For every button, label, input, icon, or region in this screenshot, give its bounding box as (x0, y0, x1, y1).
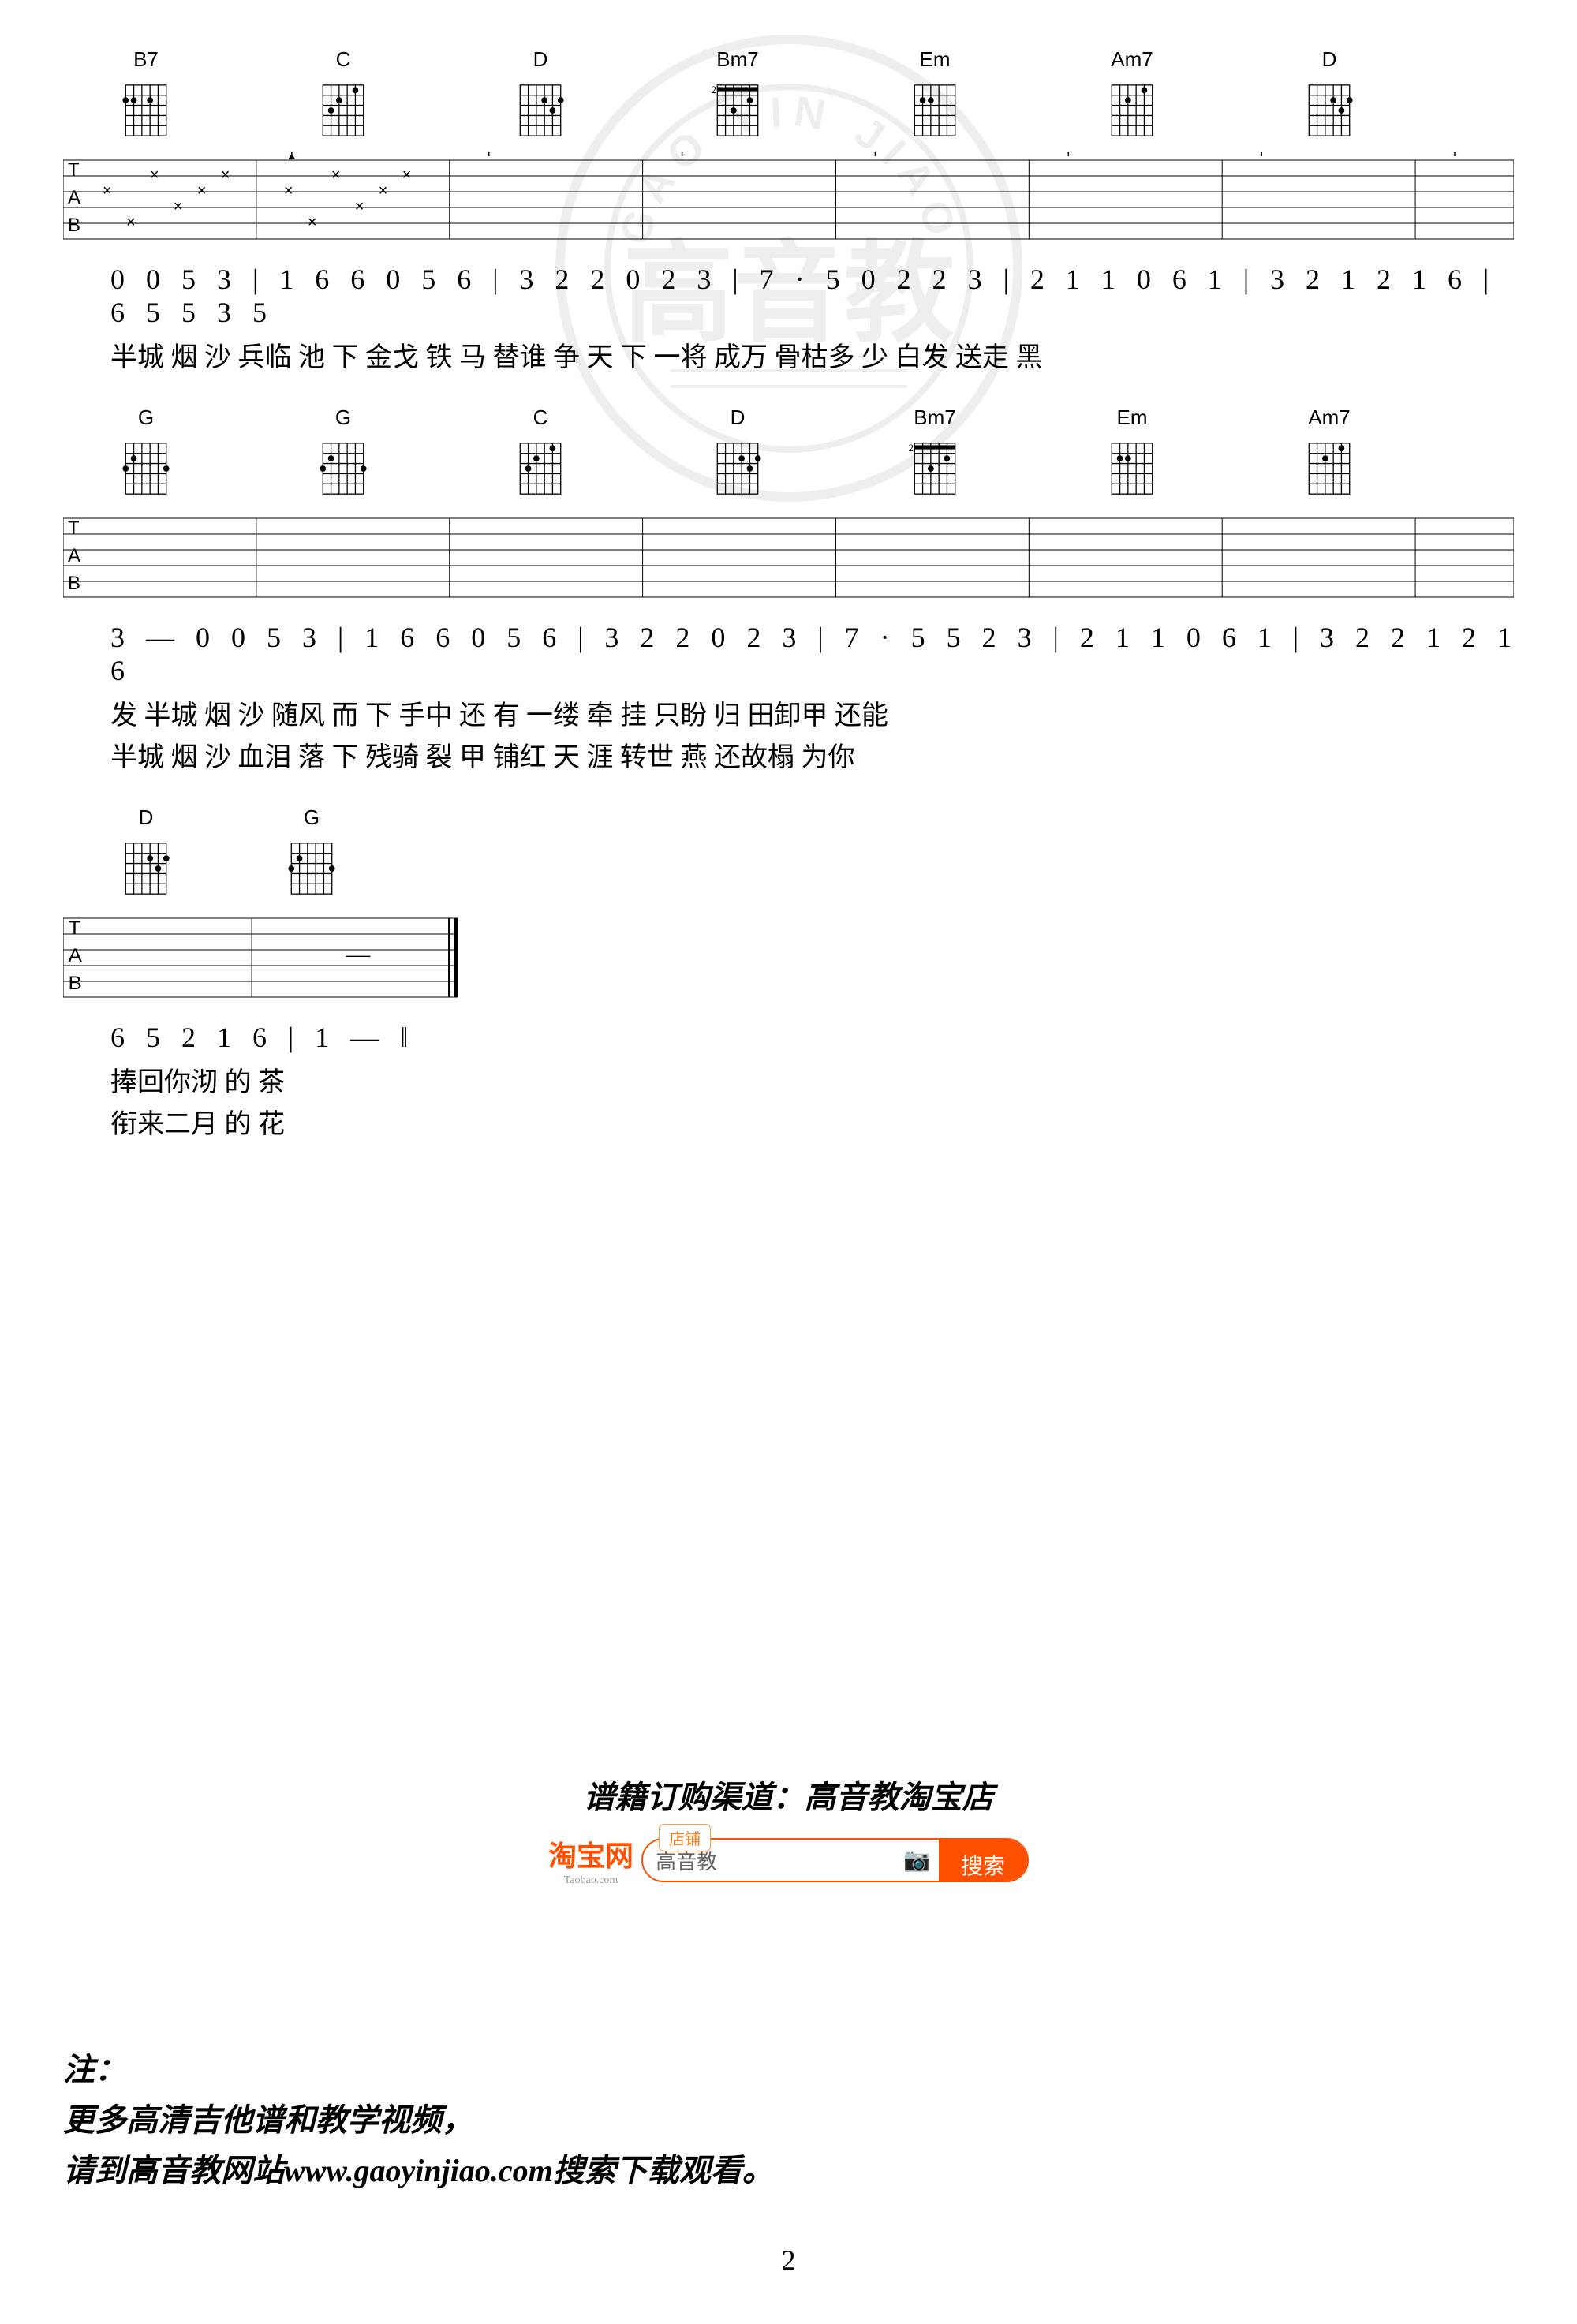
chord-row: B7 C D Bm7 2 Em Am7 D (63, 47, 1514, 146)
chord-name: G (138, 405, 154, 430)
taobao-logo: 淘宝网 Taobao.com (548, 1833, 633, 1887)
chord-diagram (110, 433, 181, 504)
svg-text:T: T (68, 517, 80, 539)
chord-diagram (1097, 75, 1168, 146)
tab-staff: T A B (63, 510, 1514, 605)
chord-name: Em (1117, 405, 1148, 430)
svg-text:2: 2 (909, 443, 914, 454)
svg-text:×: × (126, 214, 136, 231)
note-label: 注： (63, 2045, 1514, 2095)
footer-line-2: 请到高音教网站www.gaoyinjiao.com搜索下载观看。 (63, 2146, 1514, 2196)
svg-text:T: T (69, 917, 81, 939)
chord-name: Am7 (1308, 405, 1350, 430)
svg-text:—: — (346, 943, 371, 967)
shop-tag: 店铺 (659, 1824, 711, 1851)
music-system-2: G G C D Bm7 2 Em Am7 (63, 405, 1514, 774)
chord-diagram (505, 75, 576, 146)
chord-diagram (1294, 75, 1365, 146)
chord-diagram: 2 (899, 433, 970, 504)
lyrics-row: 发 半城 烟 沙 随风 而 下 手中 还 有 一缕 牵 挂 只盼 归 田卸甲 还… (63, 693, 1514, 732)
chord-name: G (304, 805, 320, 830)
lyrics-text: 半城 烟 沙 兵临 池 下 金戈 铁 马 替谁 争 天 下 一将 成万 骨枯多 … (110, 335, 1043, 374)
chord-name: Em (920, 47, 951, 72)
chord-diagram (1097, 433, 1168, 504)
jianpu-notation: 0 0 5 3 | 1 6 6 0 5 6 | 3 2 2 0 2 3 | 7 … (63, 263, 1514, 329)
tab-staff: T A B — (63, 910, 458, 1005)
chord-diagram (505, 433, 576, 504)
jianpu-text: 0 0 5 3 | 1 6 6 0 5 6 | 3 2 2 0 2 3 | 7 … (110, 263, 1514, 329)
svg-text:×: × (221, 166, 230, 184)
search-button[interactable]: 搜索 (939, 1840, 1027, 1881)
music-system-1: B7 C D Bm7 2 Em Am7 D (63, 47, 1514, 374)
lyrics-text: 捧回你沏 的 茶 (110, 1060, 285, 1099)
chord-diagram (702, 433, 773, 504)
footer-line-1: 更多高清吉他谱和教学视频， (63, 2095, 1514, 2146)
chord-name: B7 (133, 47, 159, 72)
chord-diagram (308, 433, 379, 504)
svg-text:×: × (197, 182, 207, 200)
svg-text:×: × (355, 198, 364, 215)
chord-diagram: 2 (702, 75, 773, 146)
footer-notes: 注： 更多高清吉他谱和教学视频， 请到高音教网站www.gaoyinjiao.c… (63, 2045, 1514, 2196)
chord-name: G (335, 405, 351, 430)
taobao-search-bar: 淘宝网 Taobao.com 店铺 📷 搜索 (548, 1833, 1029, 1887)
chord-diagram (308, 75, 379, 146)
taobao-logo-text: 淘宝网 (548, 1840, 633, 1872)
jianpu-notation: 6 5 2 1 6 | 1 — ‖ (63, 1021, 458, 1054)
svg-text:T: T (68, 159, 80, 181)
lyrics-text-alt: 半城 烟 沙 血泪 落 下 残骑 裂 甲 铺红 天 涯 转世 燕 还故榻 为你 (110, 735, 855, 774)
jianpu-text: 6 5 2 1 6 | 1 — ‖ (110, 1021, 409, 1054)
chord-name: D (731, 405, 746, 430)
lyrics-row: 半城 烟 沙 兵临 池 下 金戈 铁 马 替谁 争 天 下 一将 成万 骨枯多 … (63, 335, 1514, 374)
svg-text:2: 2 (712, 84, 716, 95)
chord-name: C (533, 405, 548, 430)
svg-text:A: A (68, 545, 80, 566)
svg-text:×: × (150, 166, 159, 184)
chord-diagram (899, 75, 970, 146)
svg-text:B: B (69, 973, 82, 994)
chord-name: Bm7 (914, 405, 955, 430)
camera-icon[interactable]: 📷 (903, 1847, 931, 1874)
taobao-logo-sub: Taobao.com (548, 1874, 633, 1887)
chord-diagram (1294, 433, 1365, 504)
chord-diagram (110, 833, 181, 904)
chord-name: D (139, 805, 154, 830)
chord-name: D (1322, 47, 1337, 72)
chord-name: D (533, 47, 548, 72)
svg-text:×: × (331, 166, 341, 184)
chord-row: G G C D Bm7 2 Em Am7 (63, 405, 1514, 504)
chord-diagram (110, 75, 181, 146)
svg-text:×: × (379, 182, 388, 200)
chord-diagram (276, 833, 347, 904)
svg-text:×: × (308, 214, 317, 231)
svg-text:×: × (174, 198, 183, 215)
svg-text:A: A (68, 187, 80, 208)
lyrics-text-alt: 衔来二月 的 花 (110, 1102, 285, 1141)
svg-text:B: B (68, 215, 80, 236)
svg-text:A: A (69, 945, 83, 966)
promo-title: 谱籍订购渠道：高音教淘宝店 (63, 1772, 1514, 1818)
svg-text:B: B (68, 573, 80, 594)
lyrics-text: 发 半城 烟 沙 随风 而 下 手中 还 有 一缕 牵 挂 只盼 归 田卸甲 还… (110, 693, 888, 732)
lyrics-row-alt: 衔来二月 的 花 (63, 1102, 458, 1141)
chord-name: Bm7 (716, 47, 758, 72)
lyrics-row: 捧回你沏 的 茶 (63, 1060, 458, 1099)
page-number: 2 (63, 2244, 1514, 2277)
promo-section: 谱籍订购渠道：高音教淘宝店 淘宝网 Taobao.com 店铺 📷 搜索 (63, 1772, 1514, 1887)
music-system-3: D G T A B — (63, 805, 458, 1141)
jianpu-text: 3 — 0 0 5 3 | 1 6 6 0 5 6 | 3 2 2 0 2 3 … (110, 621, 1514, 687)
lyrics-row-alt: 半城 烟 沙 血泪 落 下 残骑 裂 甲 铺红 天 涯 转世 燕 还故榻 为你 (63, 735, 1514, 774)
svg-text:×: × (284, 182, 293, 200)
jianpu-notation: 3 — 0 0 5 3 | 1 6 6 0 5 6 | 3 2 2 0 2 3 … (63, 621, 1514, 687)
chord-row: D G (63, 805, 458, 904)
chord-name: C (336, 47, 351, 72)
svg-text:×: × (402, 166, 412, 184)
svg-text:×: × (103, 182, 112, 200)
tab-staff: T A B × × × × × × × × × × × × (63, 152, 1514, 247)
chord-name: Am7 (1111, 47, 1153, 72)
